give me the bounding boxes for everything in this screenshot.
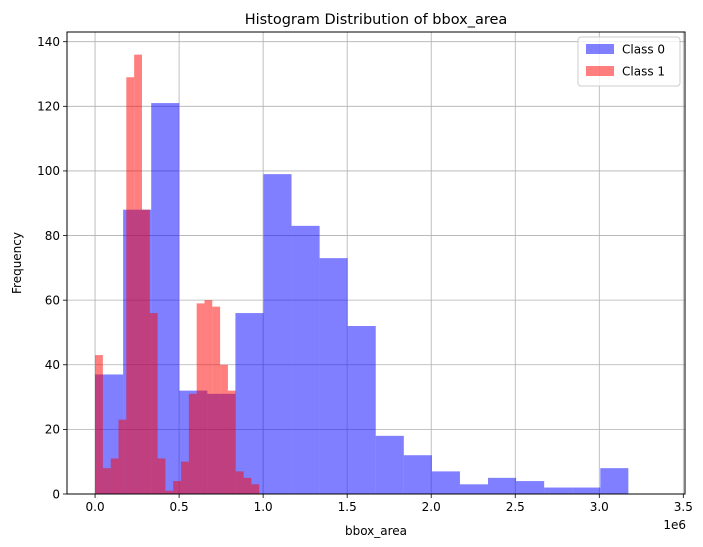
legend-label-class-0: Class 0: [622, 43, 665, 57]
bar-class-1: [102, 468, 111, 494]
y-tick-label: 100: [37, 164, 60, 178]
bar-class-1: [149, 313, 158, 494]
legend-swatch-class-0: [586, 44, 614, 54]
bar-class-1: [95, 355, 103, 494]
y-axis-ticks: 0 20 40 60 80 100 120 140: [37, 35, 67, 501]
bar-class-1: [181, 461, 189, 494]
bar-class-0: [319, 258, 348, 494]
bar-class-1: [204, 300, 213, 494]
x-tick-label: 3.0: [590, 500, 609, 514]
bar-class-0: [516, 481, 545, 494]
bar-class-1: [251, 484, 260, 494]
bar-class-0: [375, 435, 404, 494]
bar-class-1: [110, 458, 119, 494]
bar-class-0: [403, 455, 432, 494]
legend-label-class-1: Class 1: [622, 65, 665, 79]
bar-class-0: [431, 471, 460, 494]
y-axis-label: Frequency: [10, 232, 24, 294]
y-tick-label: 80: [45, 229, 60, 243]
bar-class-1: [173, 481, 182, 494]
bar-class-0: [488, 477, 517, 494]
bar-class-1: [157, 458, 166, 494]
bar-class-0: [263, 174, 292, 494]
bar-class-1: [165, 490, 174, 494]
y-tick-label: 120: [37, 100, 60, 114]
bar-class-1: [227, 390, 236, 494]
bar-class-1: [235, 471, 244, 494]
bar-class-1: [134, 54, 142, 494]
x-tick-label: 0.0: [86, 500, 105, 514]
bar-class-1: [188, 393, 197, 494]
bar-class-1: [212, 306, 221, 494]
bar-class-1: [141, 209, 150, 494]
x-tick-label: 1.0: [254, 500, 273, 514]
x-tick-label: 1.5: [338, 500, 357, 514]
y-tick-label: 20: [45, 423, 60, 437]
y-tick-label: 140: [37, 35, 60, 49]
x-tick-label: 0.5: [170, 500, 189, 514]
series-class-1-bars: [95, 54, 260, 494]
bar-class-1: [118, 419, 127, 494]
x-tick-label: 2.5: [506, 500, 525, 514]
bar-class-0: [291, 225, 320, 494]
y-tick-label: 40: [45, 358, 60, 372]
x-tick-label: 3.5: [674, 500, 693, 514]
bar-class-1: [220, 364, 228, 494]
legend: Class 0 Class 1: [577, 36, 681, 87]
plot-frame: [66, 31, 686, 495]
legend-swatch-class-1: [586, 66, 614, 76]
bar-class-0: [544, 487, 573, 494]
bar-class-0: [235, 313, 264, 494]
y-tick-label: 0: [52, 487, 60, 501]
x-offset-label: 1e6: [663, 518, 686, 532]
chart-title: Histogram Distribution of bbox_area: [245, 12, 508, 28]
bar-class-0: [600, 468, 629, 494]
bar-class-1: [196, 303, 205, 494]
x-axis-label: bbox_area: [345, 524, 407, 538]
x-axis-ticks: 0.0 0.5 1.0 1.5 2.0 2.5 3.0 3.5: [86, 494, 693, 514]
bar-class-0: [572, 487, 601, 494]
bar-class-1: [243, 477, 252, 494]
y-tick-label: 60: [45, 293, 60, 307]
x-tick-label: 2.0: [422, 500, 441, 514]
bar-class-0: [347, 326, 376, 494]
bar-class-1: [126, 77, 135, 494]
bar-class-0: [459, 484, 489, 494]
